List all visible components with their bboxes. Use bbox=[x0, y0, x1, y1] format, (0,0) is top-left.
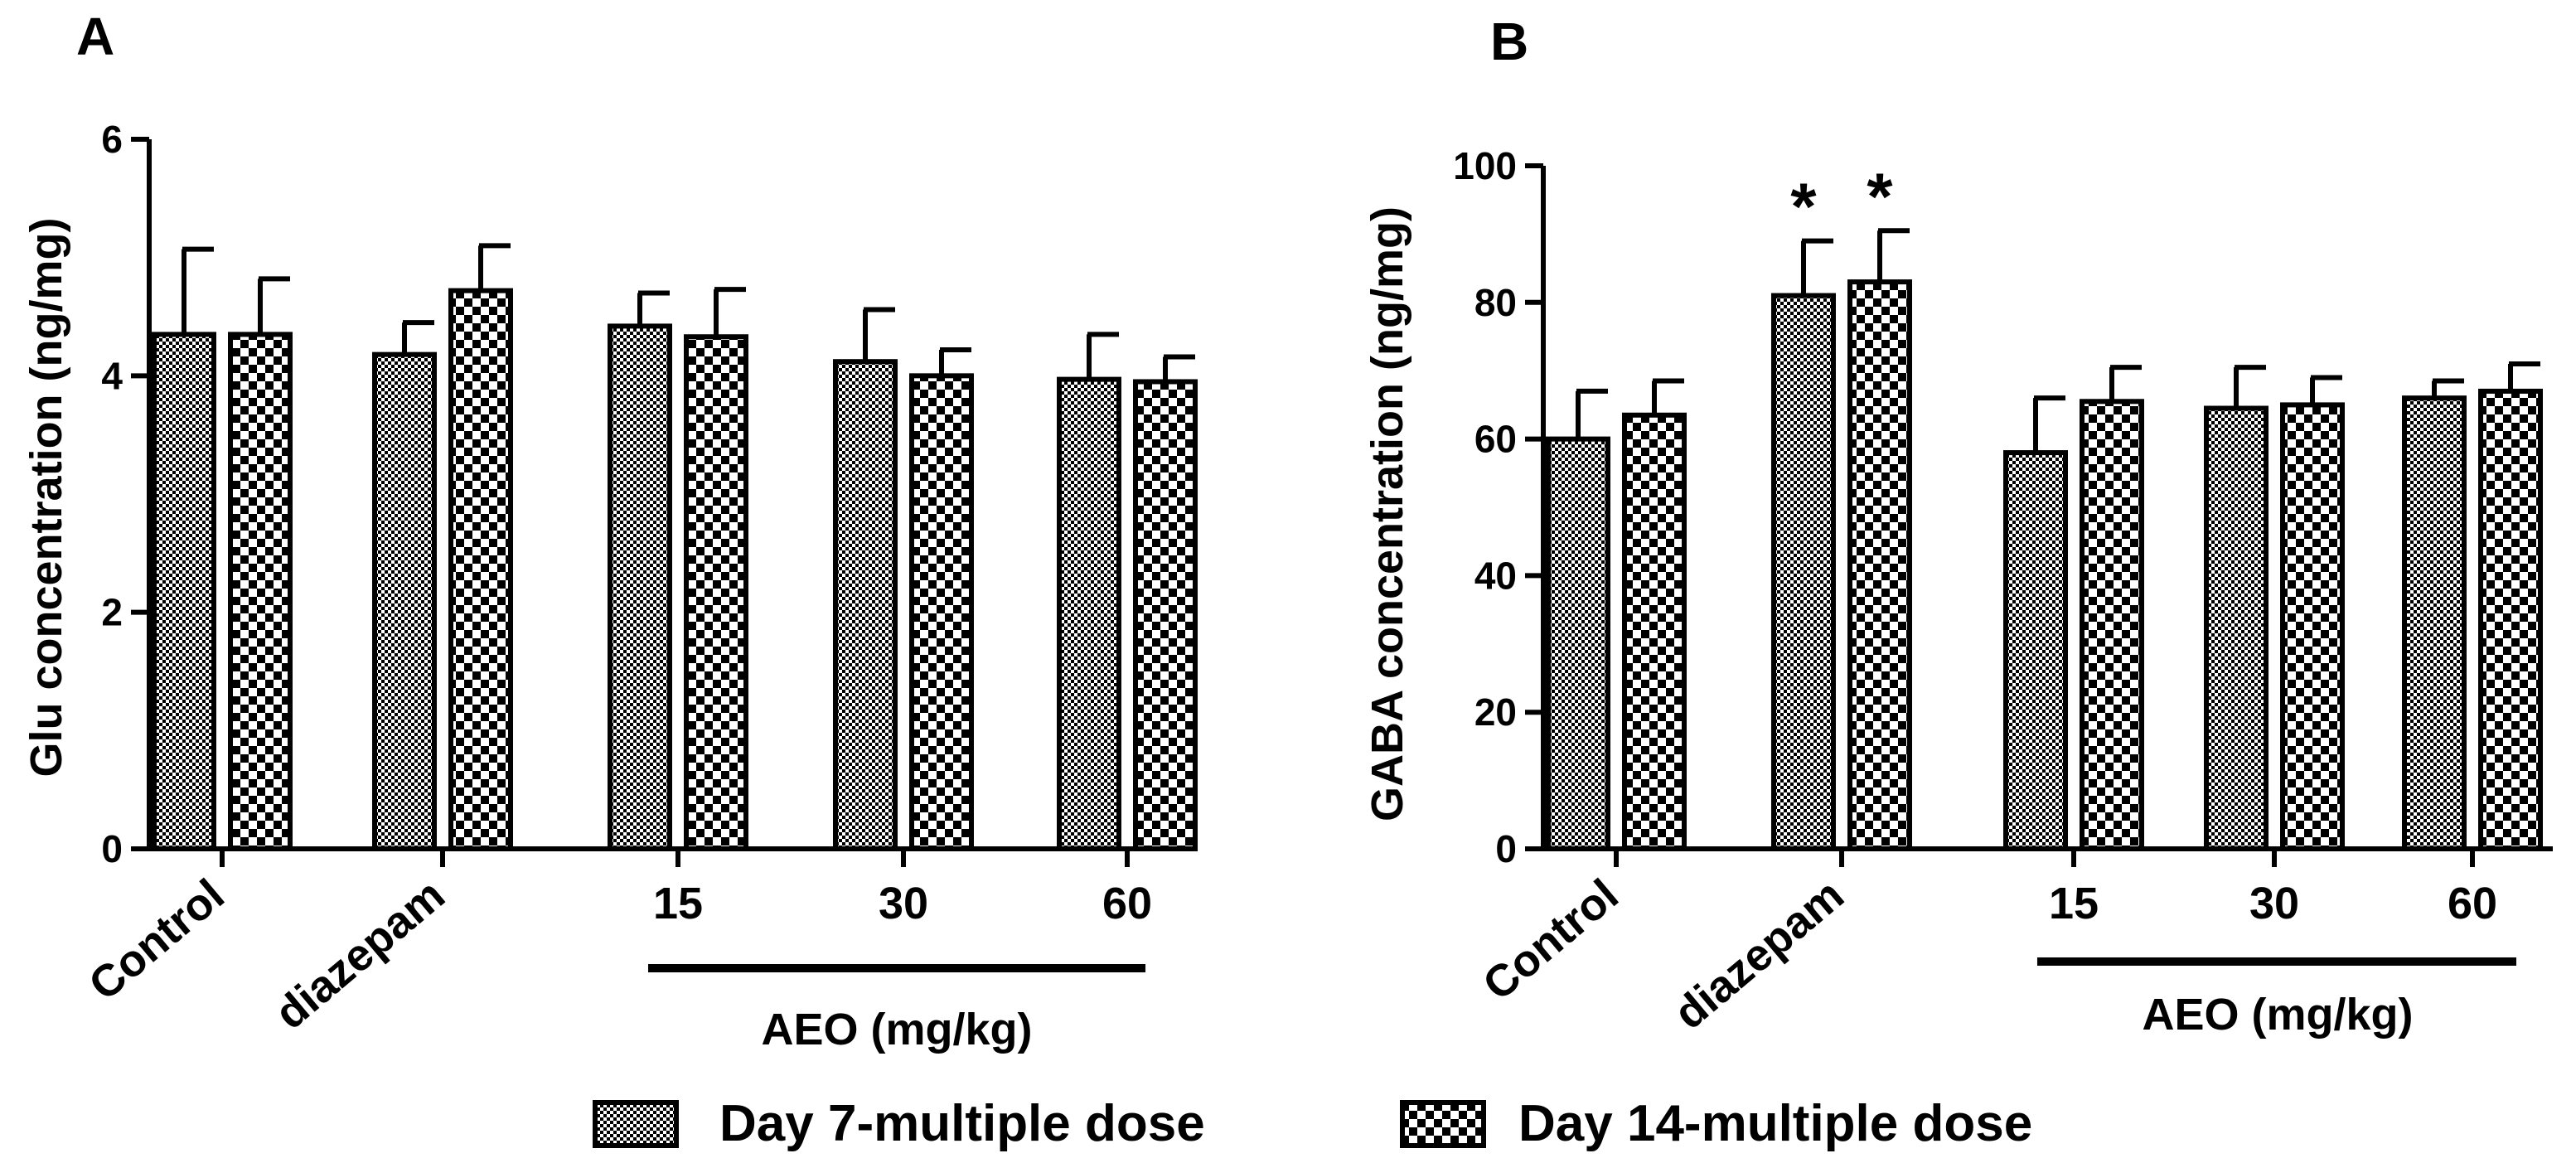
y-tick-label: 6 bbox=[101, 118, 123, 161]
bar-day14 bbox=[2080, 399, 2144, 851]
x-tick-label: 15 bbox=[653, 879, 703, 928]
bar-day14 bbox=[684, 334, 748, 851]
x-tick-label: 30 bbox=[2249, 879, 2299, 928]
bar-day7 bbox=[2204, 405, 2269, 851]
significance-marker: * bbox=[1790, 170, 1817, 244]
panel-b-chart: 0 20 40 60 80 100 Control diazepam 15 30 60 * * AEO (… bbox=[1363, 12, 2553, 1039]
bar-day14 bbox=[228, 332, 293, 851]
x-tick-label: 30 bbox=[879, 879, 928, 928]
bar-day7 bbox=[2003, 450, 2068, 852]
bar-day7 bbox=[152, 332, 216, 851]
legend-swatch-day14 bbox=[1400, 1100, 1486, 1148]
group-label: AEO (mg/kg) bbox=[2142, 990, 2413, 1039]
panel-a-chart: 0 2 4 6 Control diazepam 15 30 60 AEO (mg/kg) Glu … bbox=[22, 7, 1198, 1054]
y-tick-label: 2 bbox=[101, 591, 123, 634]
x-tick-label: 60 bbox=[1102, 879, 1152, 928]
legend: Day 7-multiple dose Day 14-multiple dose bbox=[593, 1095, 2032, 1152]
bar-day14 bbox=[448, 288, 513, 851]
y-tick-label: 0 bbox=[1495, 827, 1517, 870]
y-axis-label: GABA concentration (ng/mg) bbox=[1363, 206, 1412, 821]
bar-day7 bbox=[608, 323, 672, 851]
bar-day14 bbox=[1847, 279, 1912, 851]
y-tick-label: 20 bbox=[1474, 691, 1517, 734]
panel-letter: A bbox=[76, 7, 114, 66]
bar-day7 bbox=[2402, 395, 2467, 852]
significance-marker: * bbox=[1867, 159, 1893, 233]
legend-label-day14: Day 14-multiple dose bbox=[1518, 1095, 2032, 1152]
bar-day7 bbox=[1771, 293, 1836, 851]
y-tick-label: 40 bbox=[1474, 554, 1517, 597]
y-tick-label: 60 bbox=[1474, 418, 1517, 461]
y-tick-label: 0 bbox=[101, 827, 123, 870]
group-label: AEO (mg/kg) bbox=[761, 1005, 1032, 1054]
bar-day7 bbox=[1546, 436, 1610, 851]
y-tick-label: 80 bbox=[1474, 281, 1517, 324]
x-tick-label: diazepam bbox=[266, 870, 454, 1039]
y-axis-label: Glu concentration (ng/mg) bbox=[22, 218, 71, 778]
bar-day14 bbox=[1622, 412, 1687, 851]
bar-day14 bbox=[909, 373, 974, 852]
legend-swatch-day7 bbox=[593, 1100, 679, 1148]
y-tick-label: 4 bbox=[101, 354, 123, 397]
bar-day7 bbox=[1057, 376, 1121, 851]
bar-day7 bbox=[372, 351, 437, 851]
legend-label-day7: Day 7-multiple dose bbox=[719, 1095, 1205, 1152]
x-tick-label: Control bbox=[1474, 870, 1628, 1010]
bar-day7 bbox=[833, 359, 898, 852]
x-tick-label: diazepam bbox=[1665, 870, 1853, 1039]
panel-letter: B bbox=[1490, 12, 1528, 71]
bar-day14 bbox=[1133, 379, 1198, 851]
x-tick-label: 60 bbox=[2448, 879, 2497, 928]
bar-day14 bbox=[2478, 388, 2543, 852]
x-tick-label: Control bbox=[80, 870, 234, 1010]
y-tick-label: 100 bbox=[1453, 144, 1517, 187]
x-tick-label: 15 bbox=[2049, 879, 2099, 928]
bar-day14 bbox=[2280, 402, 2345, 851]
